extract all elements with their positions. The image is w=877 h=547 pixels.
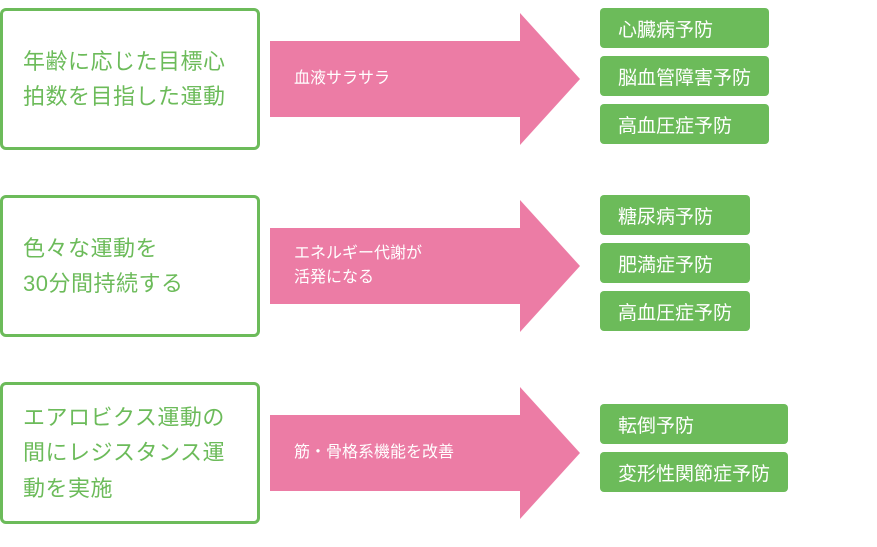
outcome-col-3: 転倒予防 変形性関節症予防 — [600, 404, 788, 492]
arrow-head-icon — [520, 200, 580, 332]
arrow-head-icon — [520, 13, 580, 145]
arrow-shaft-2: エネルギー代謝が活発になる — [270, 228, 520, 304]
arrow-label: 血液サラサラ — [294, 67, 390, 91]
source-text: エアロビクス運動の間にレジスタンス運動を実施 — [23, 400, 237, 506]
outcome-label: 変形性関節症予防 — [618, 459, 770, 486]
outcome-label: 高血圧症予防 — [618, 298, 732, 325]
arrow-1: 血液サラサラ — [270, 8, 590, 150]
outcome-pill: 変形性関節症予防 — [600, 452, 788, 492]
outcome-label: 心臓病予防 — [618, 15, 713, 42]
arrow-2: エネルギー代謝が活発になる — [270, 195, 590, 337]
outcome-label: 転倒予防 — [618, 411, 694, 438]
outcome-pill: 高血圧症予防 — [600, 291, 750, 331]
source-text: 色々な運動を30分間持続する — [23, 231, 183, 301]
outcome-col-2: 糖尿病予防 肥満症予防 高血圧症予防 — [600, 195, 750, 331]
arrow-label: 筋・骨格系機能を改善 — [294, 441, 454, 465]
outcome-pill: 糖尿病予防 — [600, 195, 750, 235]
outcome-label: 脳血管障害予防 — [618, 63, 751, 90]
outcome-label: 糖尿病予防 — [618, 202, 713, 229]
outcome-label: 肥満症予防 — [618, 250, 713, 277]
source-box-1: 年齢に応じた目標心拍数を目指した運動 — [0, 8, 260, 150]
outcome-pill: 脳血管障害予防 — [600, 56, 769, 96]
source-text: 年齢に応じた目標心拍数を目指した運動 — [23, 44, 237, 114]
source-box-3: エアロビクス運動の間にレジスタンス運動を実施 — [0, 382, 260, 524]
arrow-head-icon — [520, 387, 580, 519]
outcome-pill: 転倒予防 — [600, 404, 788, 444]
arrow-shaft-1: 血液サラサラ — [270, 41, 520, 117]
outcome-col-1: 心臓病予防 脳血管障害予防 高血圧症予防 — [600, 8, 769, 144]
arrow-label: エネルギー代謝が活発になる — [294, 242, 422, 290]
outcome-pill: 高血圧症予防 — [600, 104, 769, 144]
outcome-pill: 心臓病予防 — [600, 8, 769, 48]
arrow-3: 筋・骨格系機能を改善 — [270, 382, 590, 524]
arrow-shaft-3: 筋・骨格系機能を改善 — [270, 415, 520, 491]
outcome-label: 高血圧症予防 — [618, 111, 732, 138]
outcome-pill: 肥満症予防 — [600, 243, 750, 283]
source-box-2: 色々な運動を30分間持続する — [0, 195, 260, 337]
